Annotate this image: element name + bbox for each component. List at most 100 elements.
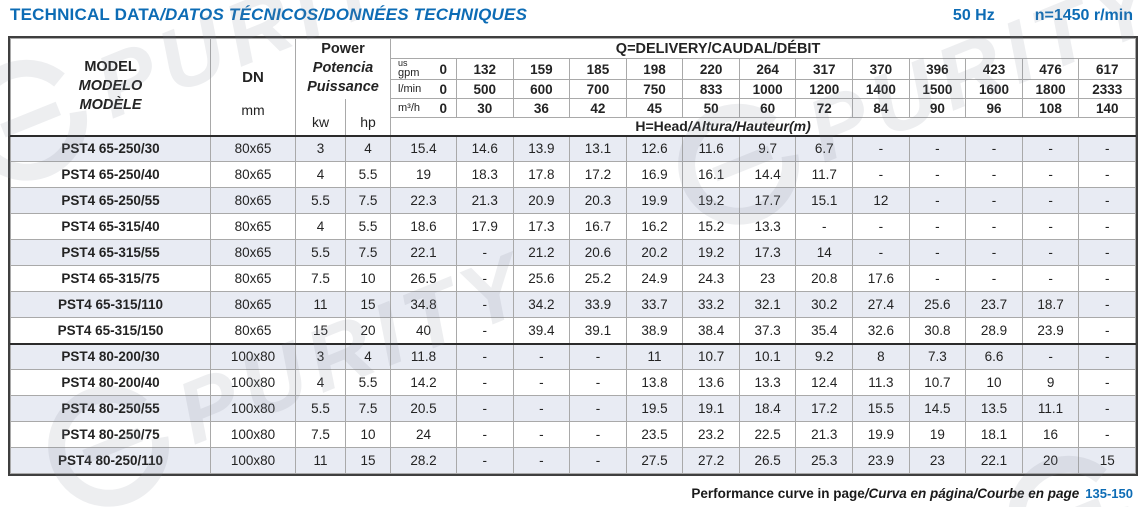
model-cell: PST4 65-315/55 bbox=[10, 239, 211, 266]
table-row: PST4 65-315/110 80x65 11 15 34.8-34.2 33.9 33.… bbox=[10, 291, 1137, 318]
head-value-cell: 34.2 bbox=[512, 291, 571, 318]
kw-cell: 3 bbox=[295, 342, 346, 370]
table-row: PST4 65-250/40 80x65 4 5.5 19 18.3 17.8 17.2 16.… bbox=[10, 161, 1137, 188]
dn-unit-label: mm bbox=[241, 102, 265, 119]
head-value-cell: 20.6 bbox=[569, 239, 627, 266]
head-value-cell: - bbox=[1078, 317, 1137, 344]
head-value-cell: 13.5 bbox=[965, 395, 1023, 422]
head-value-cell: 33.7 bbox=[625, 291, 684, 318]
head-value-cell: 20.9 bbox=[512, 187, 571, 214]
model-header-en: MODEL bbox=[84, 59, 137, 76]
head-value-cell: 14.5 bbox=[908, 395, 967, 422]
hp-cell: 5.5 bbox=[345, 213, 391, 240]
head-value-cell: 14.2 bbox=[390, 369, 457, 396]
head-value-cell: 27.5 bbox=[625, 447, 684, 474]
head-value-cell: - bbox=[1078, 421, 1137, 448]
flow-value: 1000 bbox=[738, 79, 797, 99]
flow-value: 42 bbox=[569, 98, 627, 118]
head-value-cell: 22.1 bbox=[390, 239, 457, 266]
head-value-cell: - bbox=[965, 187, 1023, 214]
head-value-cell: 23.5 bbox=[625, 421, 684, 448]
head-header-main: H=Head bbox=[635, 118, 688, 135]
head-value-cell: 25.2 bbox=[569, 265, 627, 292]
head-value-cell: 27.2 bbox=[682, 447, 740, 474]
head-value-cell: 18.7 bbox=[1021, 291, 1080, 318]
power-unit-kw: kw bbox=[295, 98, 346, 137]
head-value-cell: 26.5 bbox=[738, 447, 797, 474]
head-value-cell: 18.1 bbox=[965, 421, 1023, 448]
head-value-cell: 17.7 bbox=[738, 187, 797, 214]
dn-cell: 80x65 bbox=[210, 213, 296, 240]
head-value-cell: - bbox=[456, 317, 514, 344]
head-value-cell: 22.5 bbox=[738, 421, 797, 448]
head-value-cell: 13.1 bbox=[569, 135, 627, 162]
flow-value: 132 bbox=[456, 58, 514, 80]
operating-specs: 50 Hz n=1450 r/min bbox=[953, 7, 1133, 25]
head-value-cell: 17.8 bbox=[512, 161, 571, 188]
head-value-cell: 13.9 bbox=[512, 135, 571, 162]
delivery-header-main: Q=DELIVERY bbox=[615, 40, 708, 57]
dn-cell: 80x65 bbox=[210, 291, 296, 318]
flow-value: 2333 bbox=[1078, 79, 1137, 99]
head-value-cell: 15.2 bbox=[682, 213, 740, 240]
head-value-cell: 14.6 bbox=[456, 135, 514, 162]
head-value-cell: - bbox=[1078, 187, 1137, 214]
flow-value: 264 bbox=[738, 58, 797, 80]
head-value-cell: 25.6 bbox=[908, 291, 967, 318]
flow-value: 1500 bbox=[908, 79, 967, 99]
head-value-cell: - bbox=[456, 239, 514, 266]
head-value-cell: - bbox=[1078, 395, 1137, 422]
flow-value: 500 bbox=[456, 79, 514, 99]
head-value-cell: - bbox=[456, 369, 514, 396]
head-value-cell: 30.8 bbox=[908, 317, 967, 344]
head-header-translations: /Altura/Hauteur bbox=[687, 118, 789, 135]
head-value-cell: - bbox=[852, 161, 910, 188]
head-value-cell: 11.6 bbox=[682, 135, 740, 162]
head-value-cell: - bbox=[456, 447, 514, 474]
head-value-cell: - bbox=[456, 395, 514, 422]
head-value-cell: 23 bbox=[908, 447, 967, 474]
head-value-cell: 39.1 bbox=[569, 317, 627, 344]
head-value-cell: 20.2 bbox=[625, 239, 684, 266]
head-value-cell: - bbox=[569, 447, 627, 474]
head-value-cell: 19.1 bbox=[682, 395, 740, 422]
page-title-main: TECHNICAL DATA bbox=[10, 5, 161, 24]
head-value-cell: 19.9 bbox=[625, 187, 684, 214]
head-value-cell: 9.2 bbox=[795, 342, 854, 370]
head-value-cell: - bbox=[1078, 161, 1137, 188]
kw-cell: 7.5 bbox=[295, 421, 346, 448]
head-value-cell: 33.2 bbox=[682, 291, 740, 318]
footer-text-en: Performance curve in page bbox=[691, 486, 865, 501]
dn-cell: 80x65 bbox=[210, 317, 296, 344]
head-value-cell: - bbox=[512, 421, 571, 448]
flow-value: 1200 bbox=[795, 79, 854, 99]
head-value-cell: - bbox=[965, 213, 1023, 240]
flow-value: 159 bbox=[512, 58, 571, 80]
table-row: PST4 80-250/110 100x80 11 15 28.2- - -27.5 27.2… bbox=[10, 447, 1137, 474]
hp-cell: 4 bbox=[345, 342, 391, 370]
flow-value: 140 bbox=[1078, 98, 1137, 118]
flow-value: 370 bbox=[852, 58, 910, 80]
flow-value: 96 bbox=[965, 98, 1023, 118]
head-value-cell: 17.9 bbox=[456, 213, 514, 240]
head-value-cell: - bbox=[795, 213, 854, 240]
head-value-cell: 18.4 bbox=[738, 395, 797, 422]
hp-cell: 10 bbox=[345, 421, 391, 448]
flow-value: 476 bbox=[1021, 58, 1080, 80]
head-value-cell: - bbox=[852, 213, 910, 240]
flow-unit-label: m³/h bbox=[398, 101, 420, 114]
head-value-cell: 20.5 bbox=[390, 395, 457, 422]
speed-label: n=1450 r/min bbox=[1034, 7, 1133, 24]
head-value-cell: - bbox=[908, 161, 967, 188]
head-value-cell: 19.2 bbox=[682, 187, 740, 214]
flow-value: 617 bbox=[1078, 58, 1137, 80]
page-header: TECHNICAL DATA/DATOS TÉCNICOS/DONNÉES TE… bbox=[10, 5, 1133, 25]
table-row: PST4 65-250/55 80x65 5.5 7.5 22.3 21.3 20.9 20.… bbox=[10, 187, 1137, 214]
kw-cell: 11 bbox=[295, 291, 346, 318]
head-value-cell: 10.7 bbox=[908, 369, 967, 396]
kw-cell: 7.5 bbox=[295, 265, 346, 292]
power-header-fr: Puissance bbox=[307, 79, 379, 96]
head-value-cell: 12 bbox=[852, 187, 910, 214]
head-value-cell: - bbox=[1078, 265, 1137, 292]
